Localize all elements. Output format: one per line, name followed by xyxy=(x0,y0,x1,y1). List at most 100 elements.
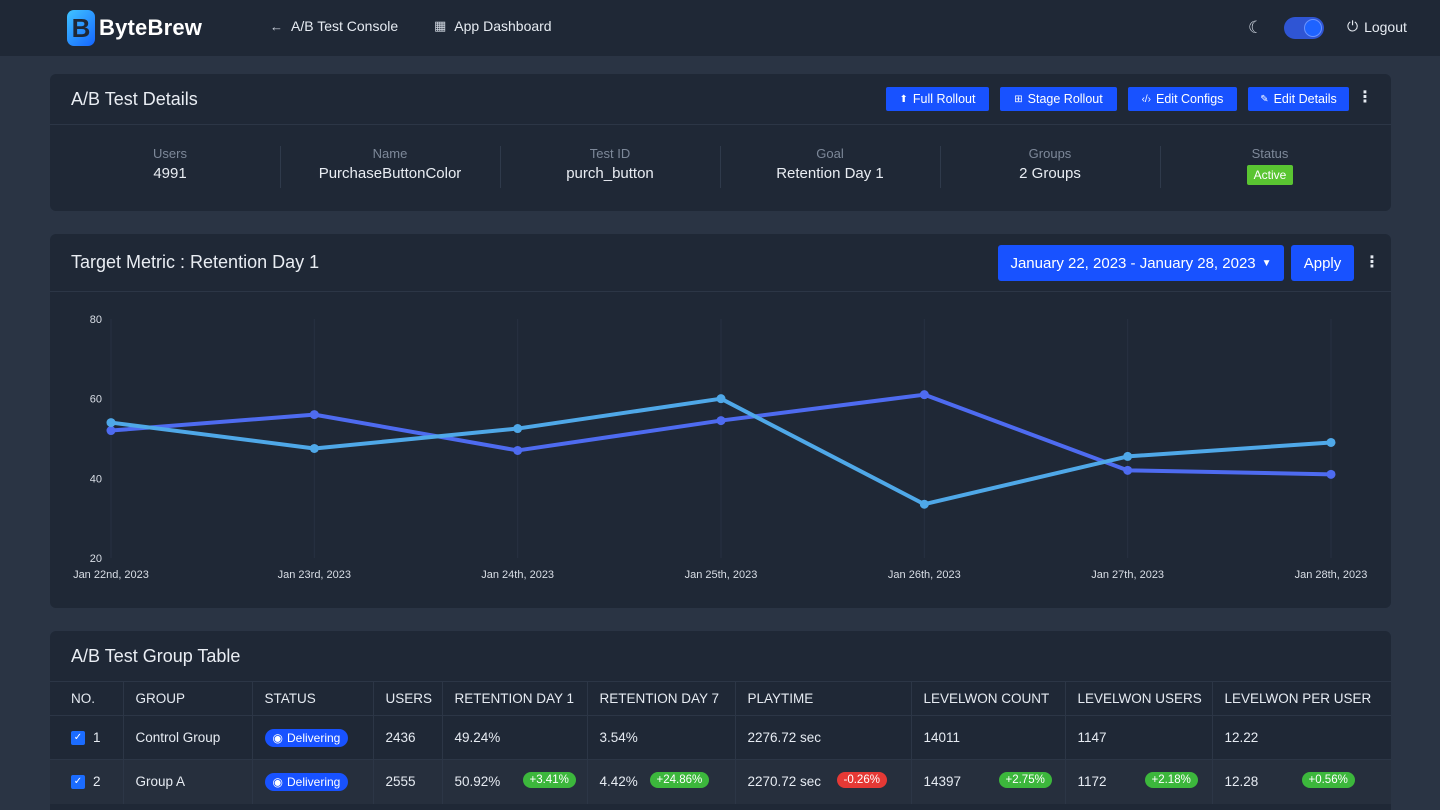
edit-configs-label: Edit Configs xyxy=(1156,92,1224,106)
ret7-cell: 4.42% +24.86% xyxy=(587,759,736,804)
col-header[interactable]: RETENTION DAY 7 xyxy=(587,681,736,716)
retention-line-chart: 20 40 60 80 Jan 22nd, 2023 Jan 23rd, 2023 Jan … xyxy=(73,314,1368,581)
y-tick-label: 60 xyxy=(90,394,102,406)
stat-label: Goal xyxy=(816,146,844,161)
col-header[interactable]: LEVELWON COUNT xyxy=(911,681,1066,716)
playtime-cell: 2270.72 sec -0.26% xyxy=(735,759,912,804)
col-header[interactable]: NO. xyxy=(50,681,124,716)
back-link-label: A/B Test Console xyxy=(291,18,399,34)
data-point xyxy=(1326,469,1336,479)
y-tick-label: 40 xyxy=(90,473,102,485)
x-tick-label: Jan 28th, 2023 xyxy=(1295,569,1368,581)
stat-test-id: Test ID purch_button xyxy=(500,146,720,182)
ret7-value: 4.42% xyxy=(599,774,638,790)
lw-users-delta-badge: +2.18% xyxy=(1144,772,1198,788)
lw-count-cell: 14397 +2.75% xyxy=(911,759,1066,804)
group-table: NO. GROUP STATUS USERS RETENTION DAY 1 R… xyxy=(50,681,1391,804)
stat-separator xyxy=(280,146,281,188)
pencil-icon: ✎ xyxy=(1260,93,1269,105)
ret7-cell: 3.54% xyxy=(587,715,736,760)
col-header[interactable]: USERS xyxy=(373,681,443,716)
dashboard-link-label: App Dashboard xyxy=(454,18,552,34)
col-header[interactable]: RETENTION DAY 1 xyxy=(442,681,588,716)
edit-configs-button[interactable]: ‹/› Edit Configs xyxy=(1128,87,1237,111)
data-point xyxy=(1123,451,1133,461)
toggle-knob xyxy=(1304,19,1322,37)
full-rollout-button[interactable]: ⬆ Full Rollout xyxy=(886,87,989,111)
row-checkbox[interactable]: ✓ xyxy=(71,775,85,790)
ab-test-details-card: A/B Test Details ⬆ Full Rollout ⊞ Stage Ro… xyxy=(50,74,1391,211)
lw-count-value: 14397 xyxy=(923,774,962,790)
caret-down-icon: ▼ xyxy=(1261,257,1272,269)
moon-icon[interactable]: ☾ xyxy=(1248,18,1264,37)
table-title: A/B Test Group Table xyxy=(71,646,241,666)
lw-users-cell: 1147 xyxy=(1065,715,1213,760)
col-header[interactable]: PLAYTIME xyxy=(735,681,912,716)
arrow-left-icon: ← xyxy=(270,18,283,34)
ret1-value: 50.92% xyxy=(454,774,501,790)
stat-value: purch_button xyxy=(566,165,654,182)
ret1-cell: 49.24% xyxy=(442,715,588,760)
data-point xyxy=(513,424,523,434)
x-tick-label: Jan 27th, 2023 xyxy=(1091,569,1164,581)
ret1-delta-badge: +3.41% xyxy=(522,772,576,788)
lw-users-value: 1172 xyxy=(1077,774,1107,790)
metric-title: Target Metric : Retention Day 1 xyxy=(71,252,320,272)
delivering-badge: ◉ Delivering xyxy=(264,728,349,747)
stat-label: Status xyxy=(1251,146,1289,161)
col-header[interactable]: GROUP xyxy=(123,681,253,716)
data-point xyxy=(513,445,523,455)
row-checkbox[interactable]: ✓ xyxy=(71,731,85,746)
code-icon: ‹/› xyxy=(1141,93,1152,105)
stage-rollout-button[interactable]: ⊞ Stage Rollout xyxy=(1000,87,1117,111)
lw-per-user-delta-badge: +0.56% xyxy=(1301,772,1355,788)
stat-groups: Groups 2 Groups xyxy=(940,146,1160,182)
col-header[interactable]: LEVELWON USERS xyxy=(1065,681,1213,716)
col-header[interactable]: STATUS xyxy=(252,681,374,716)
users-cell: 2436 xyxy=(373,715,443,760)
x-tick-label: Jan 22nd, 2023 xyxy=(73,569,149,581)
x-tick-label: Jan 25th, 2023 xyxy=(685,569,758,581)
full-rollout-label: Full Rollout xyxy=(912,92,976,106)
metric-more-icon[interactable]: ⋮ xyxy=(1364,254,1380,271)
stat-goal: Goal Retention Day 1 xyxy=(720,146,940,182)
stat-separator xyxy=(1160,146,1161,188)
group-cell: Group A xyxy=(123,759,253,804)
details-title: A/B Test Details xyxy=(71,89,198,109)
status-text: Delivering xyxy=(286,730,341,745)
data-point xyxy=(919,499,929,509)
x-tick-label: Jan 23rd, 2023 xyxy=(278,569,351,581)
date-range-label: January 22, 2023 - January 28, 2023 xyxy=(1010,254,1256,272)
bytebrew-logo[interactable]: B ByteBrew xyxy=(67,10,202,46)
data-point xyxy=(309,443,319,453)
date-range-picker[interactable]: January 22, 2023 - January 28, 2023 ▼ xyxy=(998,245,1284,281)
lw-count-cell: 14011 xyxy=(911,715,1066,760)
theme-toggle[interactable] xyxy=(1284,17,1324,39)
details-more-icon[interactable]: ⋮ xyxy=(1357,89,1373,106)
stage-rollout-label: Stage Rollout xyxy=(1027,92,1103,106)
lw-per-user-value: 12.28 xyxy=(1224,774,1259,790)
apply-button[interactable]: Apply xyxy=(1291,245,1354,281)
logout-button[interactable]: ⏻ Logout xyxy=(1347,18,1407,35)
edit-details-label: Edit Details xyxy=(1273,92,1337,106)
data-point xyxy=(309,410,319,420)
data-point xyxy=(716,394,726,404)
eye-icon: ◉ xyxy=(272,774,283,789)
playtime-value: 2270.72 sec xyxy=(747,774,822,790)
col-header[interactable]: LEVELWON PER USER xyxy=(1212,681,1391,716)
delivering-badge: ◉ Delivering xyxy=(264,772,349,791)
edit-details-button[interactable]: ✎ Edit Details xyxy=(1248,87,1349,111)
logo-mark-icon: B xyxy=(67,10,95,46)
ret7-delta-badge: +24.86% xyxy=(649,772,710,788)
lw-count-delta-badge: +2.75% xyxy=(998,772,1052,788)
stat-separator xyxy=(940,146,941,188)
data-point xyxy=(1123,465,1133,475)
stat-separator xyxy=(720,146,721,188)
power-icon: ⏻ xyxy=(1347,18,1359,34)
app-dashboard-link[interactable]: ▦ App Dashboard xyxy=(434,18,552,34)
x-tick-label: Jan 24th, 2023 xyxy=(481,569,554,581)
status-badge: Active xyxy=(1246,165,1294,185)
target-metric-card: Target Metric : Retention Day 1 January … xyxy=(50,234,1391,608)
data-point xyxy=(106,418,116,428)
back-to-ab-console-link[interactable]: ← A/B Test Console xyxy=(270,18,398,34)
